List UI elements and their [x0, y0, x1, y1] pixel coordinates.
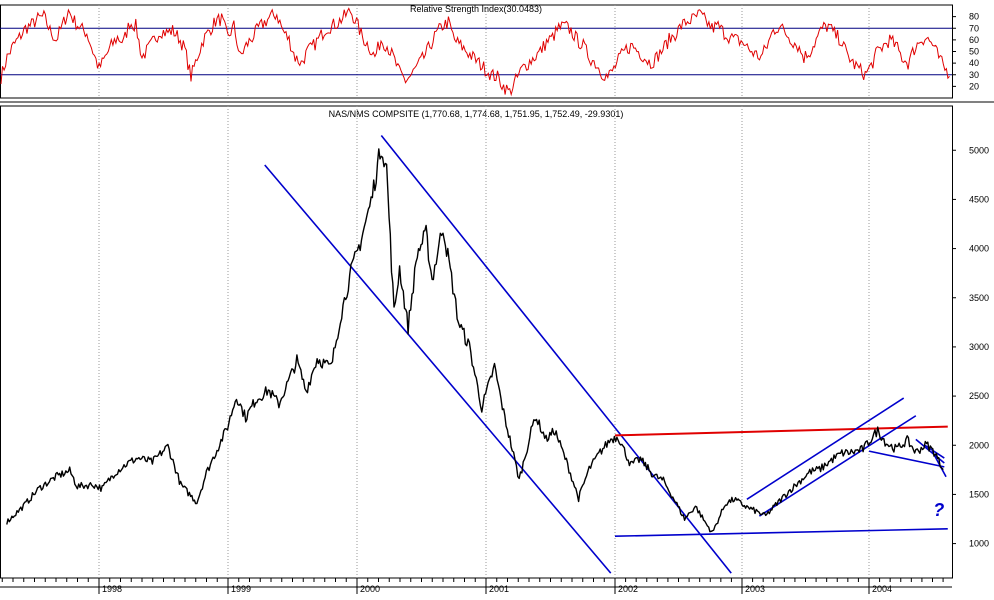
trendline: [868, 450, 945, 468]
x-tick-label: 2001: [489, 584, 509, 594]
chart-frames: [0, 4, 994, 588]
price-title: NAS/NMS COMPSITE (1,770.68, 1,774.68, 1,…: [329, 109, 624, 119]
rsi-ytick-label: 20: [969, 81, 979, 91]
x-tick-label: 2000: [360, 584, 380, 594]
price-ytick-label: 2500: [969, 391, 989, 401]
price-line: [6, 148, 944, 533]
price-ytick-label: 4500: [969, 194, 989, 204]
price-ytick-label: 2000: [969, 440, 989, 450]
x-tick-label: 1999: [231, 584, 251, 594]
price-ytick-label: 4000: [969, 244, 989, 254]
rsi-title: Relative Strength Index(30.0483): [410, 4, 542, 14]
trendline: [746, 397, 905, 501]
rsi-grid: [0, 5, 952, 98]
price-ytick-label: 1500: [969, 489, 989, 499]
x-tick-label: 1998: [102, 584, 122, 594]
price-grid: [98, 106, 870, 578]
rsi-ytick-label: 80: [969, 12, 979, 22]
question-mark-annotation: ?: [933, 500, 944, 520]
price-y-axis: 1000 1500 2000 2500 3000 3500 4000 4500 5000: [952, 145, 989, 549]
rsi-ytick-label: 60: [969, 35, 979, 45]
price-ytick-label: 3500: [969, 293, 989, 303]
trendline: [758, 415, 917, 517]
price-ytick-label: 5000: [969, 145, 989, 155]
trendline: [614, 425, 948, 437]
rsi-frame: [0, 4, 953, 99]
rsi-ytick-label: 30: [969, 70, 979, 80]
price-ytick-label: 3000: [969, 342, 989, 352]
rsi-line: [0, 7, 950, 97]
rsi-ytick-label: 70: [969, 23, 979, 33]
x-tick-label: 2003: [745, 584, 765, 594]
trendlines: [264, 135, 948, 574]
price-ytick-label: 1000: [969, 539, 989, 549]
rsi-series: [0, 7, 950, 97]
annotations: ?: [933, 500, 944, 520]
trendline: [380, 135, 732, 574]
x-axis: 1998 1999 2000 2001 2002 2003 2004: [1, 578, 944, 594]
x-tick-label: 2004: [872, 584, 892, 594]
price-frame: [0, 105, 953, 579]
rsi-ytick-label: 40: [969, 58, 979, 68]
rsi-ytick-label: 50: [969, 47, 979, 57]
x-tick-label: 2002: [618, 584, 638, 594]
trendline: [264, 164, 612, 574]
trendline: [614, 528, 948, 538]
price-series: [6, 148, 944, 533]
